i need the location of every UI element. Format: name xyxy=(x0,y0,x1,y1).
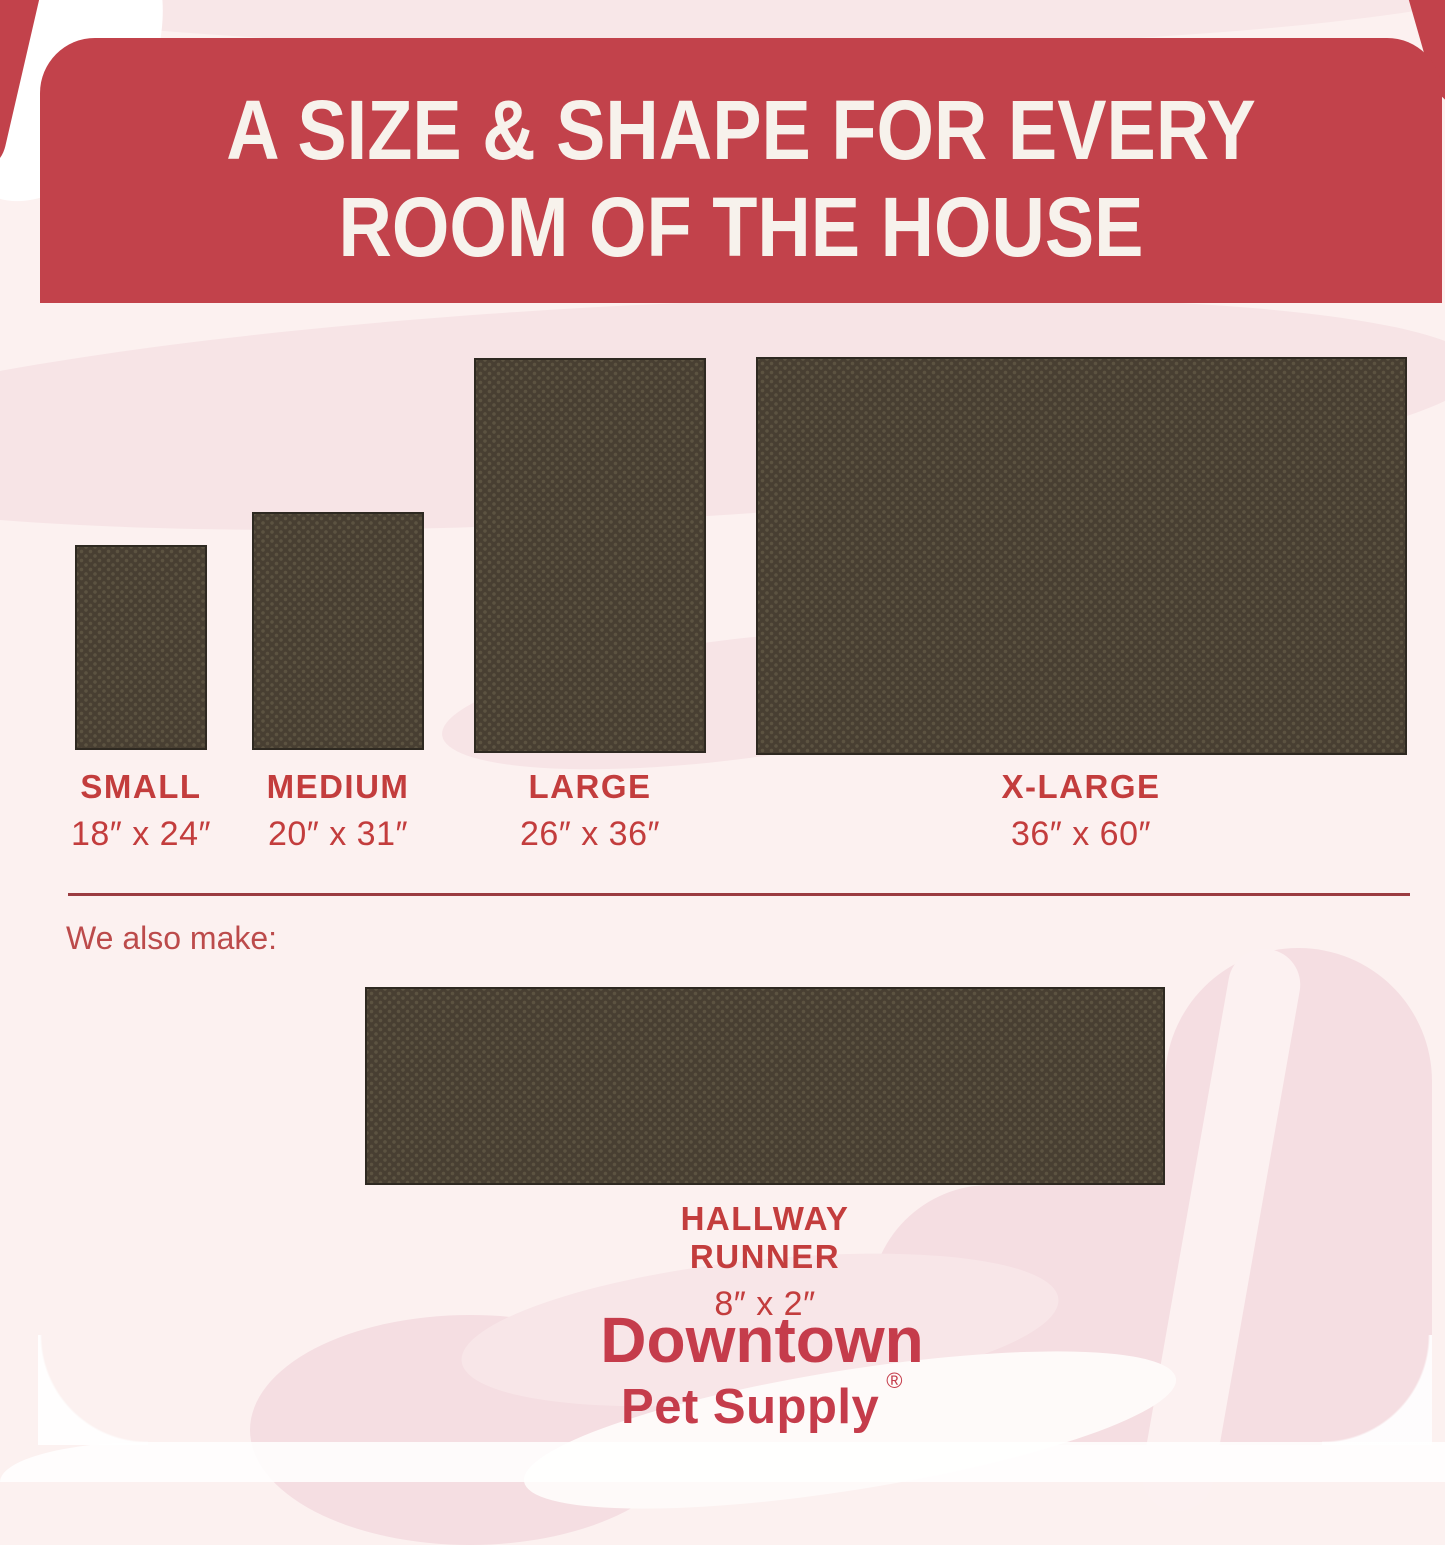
size-label-large: LARGE 26″ x 36″ xyxy=(430,768,750,854)
size-name: LARGE xyxy=(528,768,652,805)
brand-logo: Downtown Pet Supply ® xyxy=(462,1303,1062,1435)
page-title: A SIZE & SHAPE FOR EVERY ROOM OF THE HOU… xyxy=(124,82,1358,276)
size-label-medium: MEDIUM 20″ x 31″ xyxy=(178,768,498,854)
bg-bottom-white-band xyxy=(0,1442,1445,1482)
size-dimensions: 36″ x 60″ xyxy=(1010,815,1152,853)
mat-xlarge xyxy=(756,357,1407,755)
size-dimensions: 18″ x 24″ xyxy=(70,815,212,853)
section-divider xyxy=(68,893,1410,896)
bg-wedge-topleft-red xyxy=(0,0,45,180)
size-name: MEDIUM xyxy=(266,768,410,805)
size-name: X-LARGE xyxy=(1001,768,1161,805)
bg-card-corner-bottomleft xyxy=(38,1335,148,1445)
bg-card-corner-bottomright xyxy=(1322,1335,1432,1445)
also-make-caption: We also make: xyxy=(66,920,278,956)
mat-small xyxy=(75,545,207,750)
size-dimensions: 26″ x 36″ xyxy=(519,815,661,853)
size-label-small: SMALL 18″ x 24″ xyxy=(0,768,301,854)
size-label-xlarge: X-LARGE 36″ x 60″ xyxy=(921,768,1241,854)
brand-subtitle-text: Pet Supply xyxy=(621,1380,880,1434)
mat-medium xyxy=(252,512,424,750)
header-banner: A SIZE & SHAPE FOR EVERY ROOM OF THE HOU… xyxy=(40,38,1442,303)
mat-large xyxy=(474,358,706,753)
size-dimensions: 20″ x 31″ xyxy=(267,815,409,853)
page-title-line2: ROOM OF THE HOUSE xyxy=(338,180,1144,274)
size-name: HALLWAY RUNNER xyxy=(680,1200,850,1275)
registered-mark: ® xyxy=(886,1367,903,1393)
brand-subtitle: Pet Supply ® xyxy=(462,1368,1062,1435)
page-title-line1: A SIZE & SHAPE FOR EVERY xyxy=(226,83,1256,177)
size-name: SMALL xyxy=(80,768,202,805)
bg-pink-arch-right xyxy=(1165,948,1432,1445)
brand-name: Downtown xyxy=(600,1304,924,1376)
mat-hallway-runner xyxy=(365,987,1165,1185)
